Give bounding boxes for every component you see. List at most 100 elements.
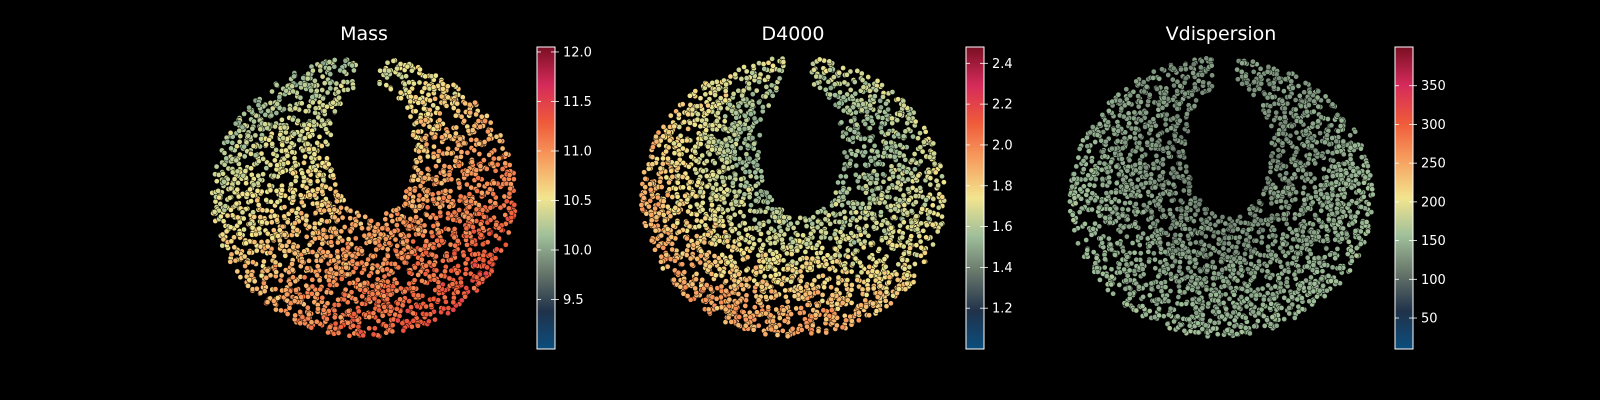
- scatter-point: [750, 159, 757, 166]
- scatter-point: [466, 204, 473, 210]
- scatter-point: [234, 249, 240, 256]
- scatter-point: [432, 95, 438, 102]
- scatter-point: [363, 261, 370, 267]
- scatter-point: [425, 91, 432, 98]
- scatter-point: [811, 81, 818, 88]
- scatter-point: [234, 268, 241, 275]
- scatter-point: [763, 294, 769, 300]
- scatter-point: [304, 265, 310, 272]
- scatter-point: [415, 128, 422, 135]
- scatter-point: [299, 258, 306, 265]
- scatter-point: [466, 191, 473, 197]
- scatter-point: [455, 263, 461, 269]
- scatter-point: [480, 225, 486, 231]
- scatter-point: [437, 209, 444, 216]
- scatter-point: [219, 231, 226, 238]
- scatter-point: [414, 303, 421, 310]
- scatter-point: [458, 113, 465, 120]
- scatter-point: [393, 248, 399, 254]
- scatter-point: [874, 172, 880, 178]
- scatter-point: [410, 238, 416, 245]
- scatter-point: [241, 226, 247, 233]
- scatter-point: [275, 233, 281, 239]
- scatter-point: [390, 58, 397, 64]
- scatter-point: [751, 140, 757, 147]
- scatter-point: [299, 170, 306, 177]
- scatter-point: [241, 253, 248, 260]
- scatter-point: [884, 220, 891, 226]
- scatter-point: [301, 248, 307, 255]
- scatter-point: [699, 276, 706, 283]
- scatter-point: [222, 203, 229, 209]
- scatter-point: [660, 133, 667, 140]
- scatter-point: [446, 194, 452, 200]
- scatter-point: [404, 63, 411, 70]
- scatter-point: [473, 137, 480, 143]
- scatter-point: [901, 265, 908, 272]
- scatter-point: [766, 235, 773, 241]
- scatter-point: [349, 252, 356, 259]
- scatter-point: [294, 227, 301, 233]
- scatter-point: [701, 239, 708, 246]
- scatter-point: [727, 73, 734, 80]
- scatter-point: [487, 198, 494, 205]
- scatter-point: [828, 284, 834, 291]
- scatter-point: [471, 285, 477, 291]
- scatter-point: [660, 198, 667, 205]
- scatter-point: [334, 198, 340, 205]
- scatter-point: [930, 140, 937, 147]
- scatter-point: [655, 201, 662, 208]
- scatter-point: [847, 292, 853, 298]
- scatter-point: [240, 172, 247, 179]
- scatter-point: [464, 149, 471, 156]
- scatter-point: [384, 59, 391, 66]
- scatter-point: [281, 213, 288, 220]
- scatter-point: [836, 69, 843, 76]
- scatter-point: [266, 182, 273, 189]
- scatter-point: [780, 257, 787, 264]
- scatter-point: [492, 255, 499, 261]
- scatter-point: [440, 86, 446, 92]
- scatter-point: [658, 253, 665, 260]
- scatter-point: [868, 273, 874, 279]
- scatter-point: [794, 219, 801, 226]
- scatter-point: [712, 259, 719, 265]
- scatter-point: [425, 318, 432, 325]
- scatter-point: [788, 251, 795, 257]
- scatter-point: [480, 241, 486, 248]
- scatter-point: [647, 181, 653, 187]
- scatter-point: [220, 218, 227, 225]
- scatter-point: [487, 204, 494, 211]
- scatter-point: [370, 331, 377, 338]
- scatter-point: [345, 320, 351, 326]
- scatter-point: [318, 257, 324, 264]
- scatter-point: [237, 151, 243, 158]
- scatter-point: [267, 187, 274, 194]
- scatter-point: [833, 189, 839, 196]
- scatter-point: [397, 89, 404, 96]
- scatter-point: [855, 309, 862, 316]
- scatter-point: [934, 228, 941, 235]
- scatter-point: [875, 185, 882, 192]
- scatter-point: [464, 181, 470, 188]
- scatter-point: [758, 263, 764, 270]
- scatter-point: [445, 210, 451, 217]
- scatter-point: [473, 167, 480, 174]
- scatter-point: [693, 157, 700, 164]
- scatter-point: [816, 56, 823, 63]
- scatter-point: [438, 93, 445, 100]
- scatter-point: [503, 150, 509, 157]
- scatter-point: [393, 207, 400, 213]
- scatter-point: [885, 279, 892, 286]
- scatter-point: [309, 290, 315, 297]
- scatter-point: [823, 261, 830, 268]
- scatter-point: [702, 215, 709, 222]
- scatter-point: [709, 202, 715, 208]
- scatter-point: [440, 81, 446, 87]
- scatter-point: [455, 108, 462, 114]
- scatter-point: [848, 286, 855, 293]
- scatter-point: [487, 251, 494, 258]
- scatter-point: [490, 155, 497, 162]
- scatter-point: [888, 147, 894, 154]
- scatter-point: [840, 179, 847, 186]
